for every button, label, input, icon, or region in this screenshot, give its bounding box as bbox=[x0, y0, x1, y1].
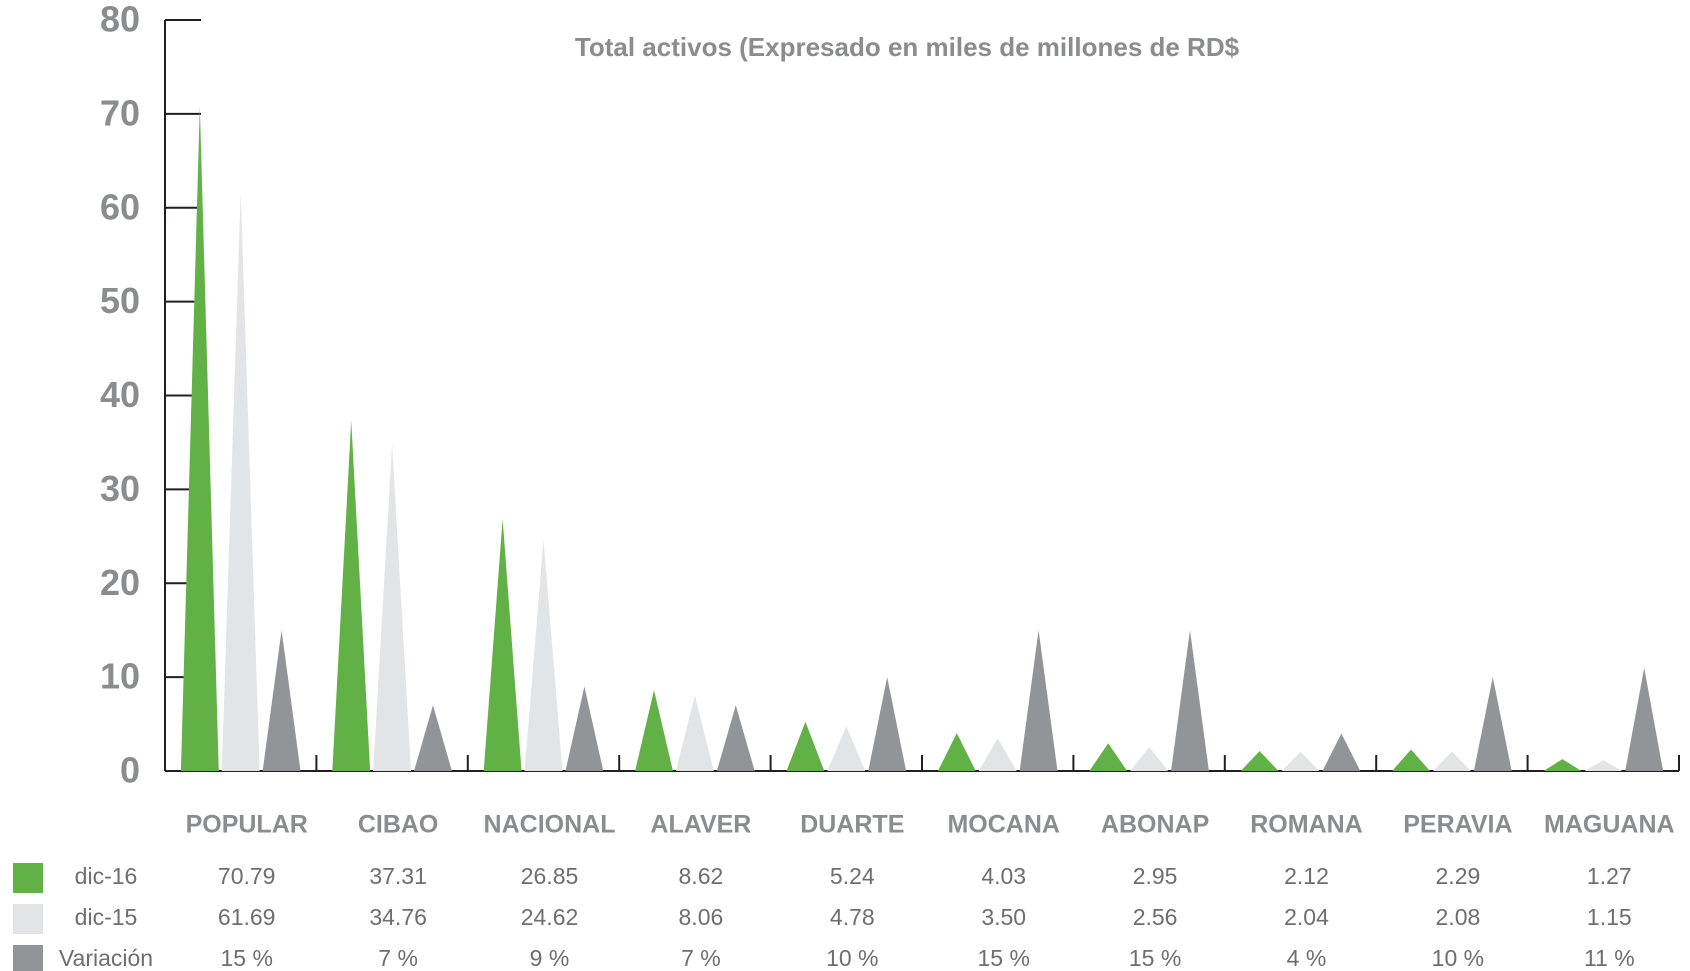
table-cell: 10 % bbox=[826, 945, 878, 971]
table-cell: 61.69 bbox=[218, 904, 276, 930]
bar bbox=[1584, 760, 1623, 771]
bar bbox=[786, 721, 825, 771]
table-cell: 8.62 bbox=[679, 863, 724, 889]
table-cell: 11 % bbox=[1584, 945, 1635, 971]
bar bbox=[937, 733, 976, 771]
table-cell: 4.78 bbox=[830, 904, 875, 930]
table-cell: 4.03 bbox=[981, 863, 1026, 889]
x-tick-label: MAGUANA bbox=[1544, 811, 1675, 839]
legend-swatch bbox=[13, 945, 43, 971]
bar bbox=[716, 705, 755, 771]
bar bbox=[1089, 743, 1128, 771]
bar bbox=[332, 420, 371, 771]
bar bbox=[635, 690, 673, 771]
table-cell: 3.50 bbox=[981, 904, 1026, 930]
bar bbox=[483, 518, 522, 771]
table-cell: 70.79 bbox=[218, 863, 276, 889]
table-cell: 15 % bbox=[220, 945, 272, 971]
legend-label: dic-16 bbox=[75, 863, 138, 889]
bar bbox=[1171, 630, 1209, 771]
x-tick-label: ABONAP bbox=[1101, 811, 1209, 839]
legend-label: dic-15 bbox=[75, 904, 138, 930]
table-cell: 8.06 bbox=[679, 904, 724, 930]
table-cell: 34.76 bbox=[369, 904, 427, 930]
bar bbox=[221, 191, 260, 771]
bar bbox=[1281, 751, 1320, 771]
bar bbox=[373, 444, 412, 771]
x-tick-label: ALAVER bbox=[650, 811, 751, 839]
table-cell: 2.12 bbox=[1284, 863, 1329, 889]
table-cell: 1.27 bbox=[1587, 863, 1632, 889]
bar bbox=[524, 539, 563, 771]
x-tick-label: ROMANA bbox=[1250, 811, 1363, 839]
bar bbox=[1625, 667, 1664, 771]
y-tick-label: 0 bbox=[120, 750, 140, 791]
y-tick-label: 30 bbox=[100, 468, 140, 509]
bar bbox=[675, 695, 714, 771]
y-tick-label: 80 bbox=[100, 0, 140, 40]
y-tick-label: 60 bbox=[100, 186, 140, 227]
bar bbox=[1019, 630, 1058, 771]
bar bbox=[180, 106, 219, 772]
bar bbox=[1473, 677, 1512, 771]
chart-title: Total activos (Expresado en miles de mil… bbox=[575, 32, 1240, 62]
bar bbox=[262, 630, 301, 771]
bar bbox=[1130, 746, 1169, 771]
legend-label: Variación bbox=[59, 945, 153, 971]
table-cell: 26.85 bbox=[521, 863, 579, 889]
table-cell: 15 % bbox=[1129, 945, 1181, 971]
x-tick-label: PERAVIA bbox=[1403, 811, 1512, 839]
table-cell: 10 % bbox=[1432, 945, 1484, 971]
bar bbox=[1432, 751, 1471, 771]
table-cell: 5.24 bbox=[830, 863, 875, 889]
table-cell: 15 % bbox=[977, 945, 1029, 971]
bar bbox=[1322, 733, 1361, 771]
bar bbox=[827, 726, 866, 771]
table-cell: 37.31 bbox=[369, 863, 427, 889]
table-cell: 2.95 bbox=[1133, 863, 1178, 889]
x-tick-label: CIBAO bbox=[358, 811, 439, 839]
table-cell: 2.56 bbox=[1133, 904, 1178, 930]
x-tick-label: MOCANA bbox=[947, 811, 1060, 839]
bar bbox=[414, 705, 452, 771]
x-tick-label: DUARTE bbox=[800, 811, 904, 839]
legend-swatch bbox=[13, 904, 43, 934]
table-cell: 2.29 bbox=[1436, 863, 1481, 889]
bar bbox=[868, 677, 907, 771]
table-cell: 2.04 bbox=[1284, 904, 1329, 930]
bar bbox=[978, 738, 1017, 771]
table-cell: 7 % bbox=[681, 945, 721, 971]
table-cell: 4 % bbox=[1287, 945, 1327, 971]
legend-swatch bbox=[13, 863, 43, 893]
bar bbox=[565, 686, 604, 771]
y-tick-label: 20 bbox=[100, 562, 140, 603]
y-tick-label: 10 bbox=[100, 656, 140, 697]
table-cell: 9 % bbox=[530, 945, 570, 971]
table-cell: 7 % bbox=[378, 945, 418, 971]
y-tick-label: 50 bbox=[100, 280, 140, 321]
y-tick-label: 70 bbox=[100, 92, 140, 133]
bar bbox=[1392, 749, 1430, 771]
x-tick-label: POPULAR bbox=[186, 811, 308, 839]
table-cell: 2.08 bbox=[1436, 904, 1481, 930]
table-cell: 1.15 bbox=[1587, 904, 1632, 930]
bar bbox=[1543, 759, 1582, 771]
bar bbox=[1240, 751, 1279, 771]
x-tick-label: NACIONAL bbox=[484, 811, 616, 839]
table-cell: 24.62 bbox=[521, 904, 579, 930]
y-tick-label: 40 bbox=[100, 374, 140, 415]
